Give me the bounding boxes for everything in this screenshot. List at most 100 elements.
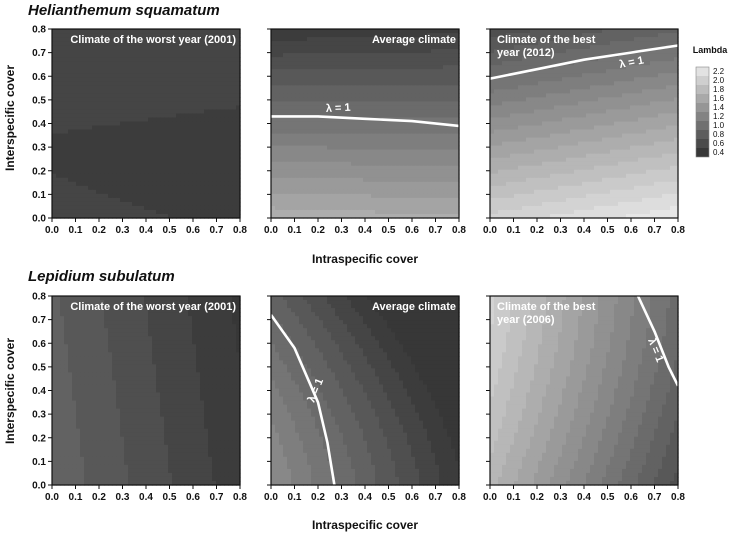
contour-cell bbox=[335, 53, 340, 58]
contour-cell bbox=[184, 177, 189, 183]
contour-cell bbox=[148, 85, 153, 90]
contour-cell bbox=[451, 53, 456, 58]
contour-cell bbox=[92, 53, 97, 58]
contour-cell bbox=[204, 117, 209, 123]
contour-cell bbox=[84, 29, 89, 34]
contour-cell bbox=[303, 141, 308, 147]
contour-cell bbox=[295, 193, 300, 199]
contour-cell bbox=[100, 45, 105, 50]
contour-cell bbox=[395, 209, 400, 215]
contour-cell bbox=[359, 93, 364, 98]
contour-cell bbox=[232, 129, 237, 135]
contour-cell bbox=[108, 125, 113, 131]
contour-cell bbox=[96, 61, 101, 66]
contour-cell bbox=[52, 205, 57, 211]
contour-cell bbox=[343, 149, 348, 155]
contour-cell bbox=[124, 89, 129, 94]
contour-cell bbox=[415, 65, 420, 70]
contour-cell bbox=[160, 125, 165, 131]
contour-cell bbox=[431, 193, 436, 199]
contour-cell bbox=[383, 81, 388, 86]
contour-cell bbox=[291, 109, 296, 115]
contour-cell bbox=[128, 117, 133, 123]
contour-cell bbox=[311, 89, 316, 94]
contour-cell bbox=[64, 153, 69, 159]
contour-cell bbox=[92, 97, 97, 102]
contour-cell bbox=[411, 81, 416, 86]
contour-cell bbox=[315, 153, 320, 159]
contour-cell bbox=[184, 213, 189, 219]
contour-cell bbox=[331, 113, 336, 119]
contour-cell bbox=[140, 113, 145, 119]
contour-cell bbox=[271, 109, 276, 115]
contour-cell bbox=[339, 177, 344, 183]
contour-cell bbox=[395, 153, 400, 159]
chart-panel-top-right: Climate of the best year (2012) λ = 1 bbox=[489, 28, 679, 219]
contour-cell bbox=[204, 129, 209, 135]
chart-panel-top-middle: Average climate λ = 1 bbox=[270, 28, 460, 219]
contour-cell bbox=[204, 109, 209, 115]
contour-cell bbox=[108, 41, 113, 46]
contour-cell bbox=[208, 85, 213, 90]
contour-cell bbox=[204, 49, 209, 54]
contour-cell bbox=[180, 173, 185, 179]
contour-cell bbox=[152, 201, 157, 207]
contour-cell bbox=[176, 113, 181, 119]
contour-cell bbox=[52, 93, 57, 98]
contour-cell bbox=[399, 145, 404, 151]
contour-cell bbox=[379, 181, 384, 187]
contour-cell bbox=[208, 61, 213, 66]
contour-cell bbox=[176, 117, 181, 123]
contour-cell bbox=[303, 85, 308, 90]
contour-cell bbox=[172, 77, 177, 82]
contour-cell bbox=[403, 57, 408, 62]
contour-cell bbox=[315, 189, 320, 195]
contour-cell bbox=[144, 181, 149, 187]
contour-cell bbox=[224, 117, 229, 123]
contour-cell bbox=[68, 109, 73, 115]
contour-cell bbox=[136, 81, 141, 86]
contour-cell bbox=[228, 125, 233, 131]
contour-cell bbox=[172, 197, 177, 203]
contour-cell bbox=[224, 49, 229, 54]
contour-cell bbox=[451, 137, 456, 143]
contour-cell bbox=[172, 85, 177, 90]
contour-cell bbox=[403, 97, 408, 102]
contour-cell bbox=[546, 73, 551, 78]
contour-cell bbox=[72, 121, 77, 127]
contour-cell bbox=[307, 29, 312, 34]
contour-cell bbox=[331, 57, 336, 62]
contour-cell bbox=[518, 57, 523, 62]
contour-cell bbox=[208, 93, 213, 98]
contour-cell bbox=[164, 149, 169, 155]
contour-cell bbox=[343, 173, 348, 179]
contour-cell bbox=[232, 145, 237, 151]
contour-cell bbox=[299, 169, 304, 175]
contour-cell bbox=[439, 133, 444, 139]
contour-cell bbox=[510, 57, 515, 62]
contour-cell bbox=[383, 41, 388, 46]
contour-cell bbox=[140, 97, 145, 102]
contour-cell bbox=[435, 65, 440, 70]
contour-cell bbox=[124, 125, 129, 131]
contour-cell bbox=[622, 53, 627, 58]
contour-cell bbox=[188, 97, 193, 102]
contour-cell bbox=[407, 97, 412, 102]
contour-cell bbox=[379, 33, 384, 38]
contour-cell bbox=[196, 81, 201, 86]
contour-cell bbox=[52, 137, 57, 143]
contour-cell bbox=[132, 197, 137, 203]
contour-cell bbox=[534, 29, 539, 34]
contour-cell bbox=[327, 89, 332, 94]
contour-cell bbox=[196, 185, 201, 191]
contour-cell bbox=[220, 141, 225, 147]
contour-cell bbox=[371, 185, 376, 191]
contour-cell bbox=[232, 201, 237, 207]
contour-cell bbox=[343, 181, 348, 187]
contour-cell bbox=[494, 37, 499, 42]
contour-cell bbox=[347, 185, 352, 191]
contour-cell bbox=[435, 185, 440, 191]
contour-cell bbox=[212, 57, 217, 62]
contour-cell bbox=[439, 101, 444, 106]
contour-cell bbox=[375, 29, 380, 34]
